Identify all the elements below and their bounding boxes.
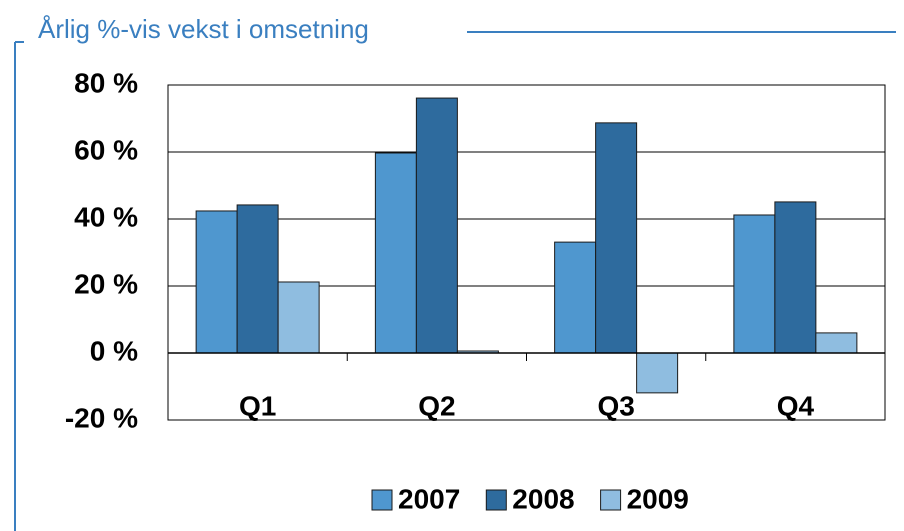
y-tick-label: 60 % [74,134,138,165]
bar [554,241,597,354]
y-tick-label: 20 % [74,268,138,299]
chart-title: Årlig %-vis vekst i omsetning [38,14,369,44]
bar [774,201,817,354]
y-tick-label: 0 % [90,335,138,366]
frame-left [14,41,24,531]
x-tick-label: Q3 [597,390,634,421]
x-tick-label: Q2 [418,390,455,421]
bar [815,332,858,354]
x-tick-label: Q1 [239,390,276,421]
legend-label: 2009 [627,483,689,514]
legend-label: 2007 [398,483,460,514]
bar [195,210,238,354]
bar [636,352,679,394]
x-tick-label: Q4 [777,390,815,421]
y-tick-label: 40 % [74,201,138,232]
bar [374,152,417,354]
legend-swatch [485,489,507,511]
bar [236,204,279,354]
legend-swatch [371,489,393,511]
bar [415,97,458,354]
legend-label: 2008 [512,483,574,514]
bar [733,214,776,354]
bar [595,122,638,354]
plot-border [167,84,886,421]
bar [277,281,320,354]
y-tick-label: -20 % [65,402,138,433]
legend-swatch [600,489,622,511]
y-tick-label: 80 % [74,67,138,98]
